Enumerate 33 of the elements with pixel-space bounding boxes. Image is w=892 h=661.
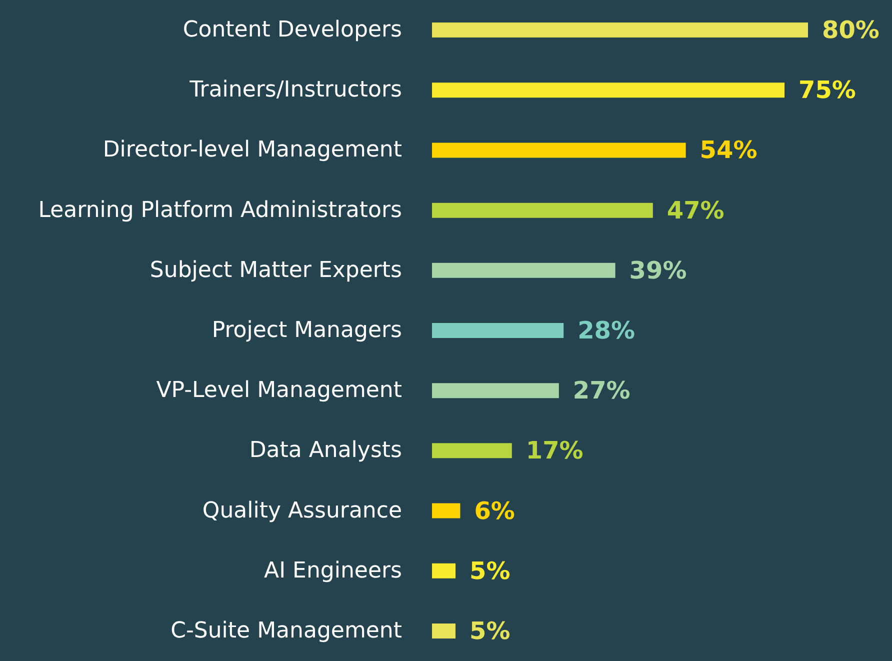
bar <box>432 82 784 98</box>
data-label: 28% <box>578 316 636 344</box>
bar <box>432 623 456 638</box>
bar <box>432 443 512 458</box>
data-label: 80% <box>822 16 880 44</box>
y-tick-label: Content Developers <box>182 18 402 43</box>
data-label: 47% <box>666 196 724 224</box>
y-tick-label: Subject Matter Experts <box>150 258 402 283</box>
data-label: 17% <box>526 436 584 465</box>
bar <box>432 503 460 518</box>
y-tick-label: Trainers/Instructors <box>188 78 402 103</box>
bar <box>432 202 653 218</box>
data-label: 27% <box>572 376 630 405</box>
bar <box>432 563 456 578</box>
y-tick-label: VP-Level Management <box>156 378 402 404</box>
data-label: 6% <box>474 496 515 525</box>
y-tick-label: C-Suite Management <box>170 618 402 644</box>
y-tick-label: Learning Platform Administrators <box>38 198 402 223</box>
bar <box>432 142 686 158</box>
y-tick-label: Quality Assurance <box>202 498 402 524</box>
y-tick-label: AI Engineers <box>264 558 402 584</box>
bar <box>432 262 616 278</box>
data-label: 5% <box>470 556 510 585</box>
y-tick-label: Project Managers <box>212 318 402 343</box>
data-label: 75% <box>798 76 856 104</box>
data-label: 5% <box>470 616 510 645</box>
data-label: 39% <box>629 256 687 284</box>
bar <box>432 22 808 38</box>
data-label: 54% <box>700 136 758 164</box>
bar <box>432 323 564 338</box>
bar <box>432 383 559 398</box>
y-tick-label: Data Analysts <box>249 438 402 464</box>
y-tick-label: Director-level Management <box>102 138 402 163</box>
